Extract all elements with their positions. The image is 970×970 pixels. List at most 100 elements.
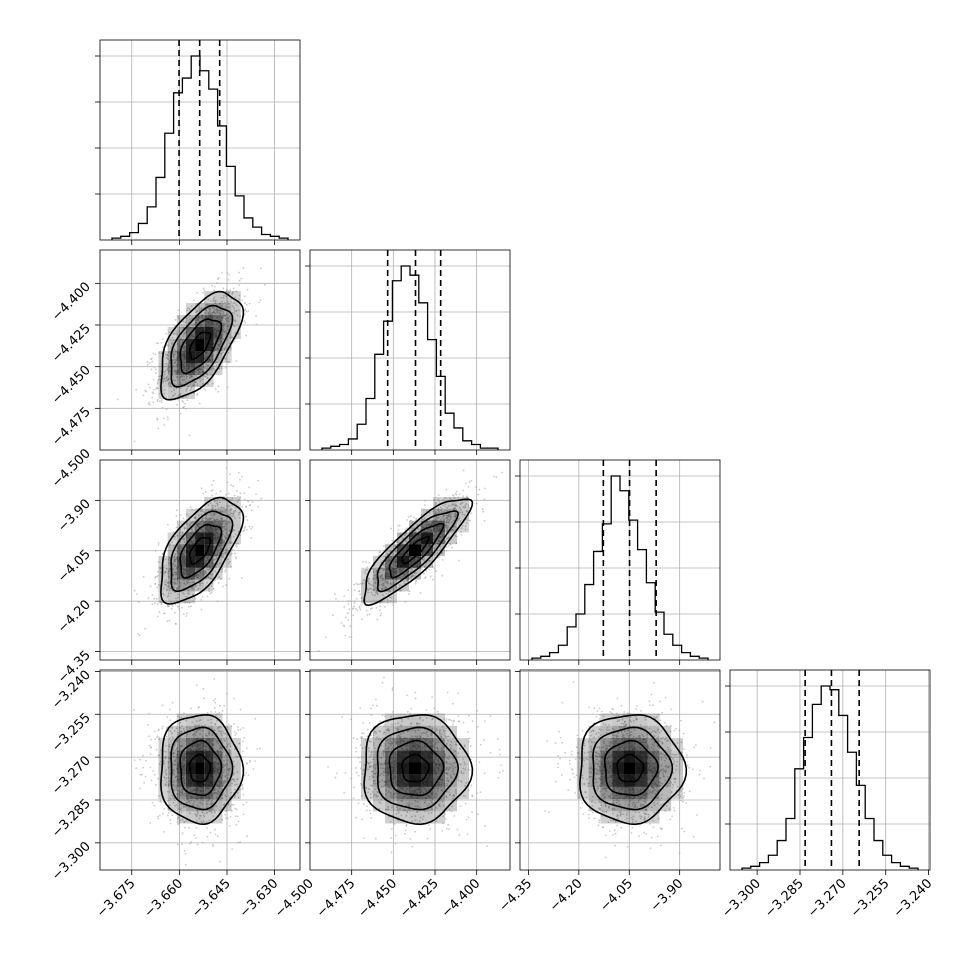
sample-point <box>225 504 228 507</box>
sample-point <box>363 579 365 581</box>
sample-point <box>238 294 241 297</box>
sample-point <box>220 271 223 274</box>
sample-point <box>373 574 376 577</box>
sample-point <box>170 339 172 342</box>
sample-point <box>231 552 233 555</box>
sample-point <box>230 301 233 303</box>
sample-point <box>387 580 389 583</box>
sample-point <box>163 371 166 373</box>
sample-point <box>200 598 203 601</box>
sample-point <box>180 374 183 377</box>
sample-point <box>167 371 170 374</box>
sample-point <box>213 285 216 288</box>
sample-point <box>203 821 206 824</box>
scatter-panel-2-1 <box>305 459 511 665</box>
sample-point <box>209 573 212 576</box>
sample-point <box>196 392 199 395</box>
sample-point <box>389 550 392 553</box>
sample-point <box>223 737 225 740</box>
sample-point <box>139 787 141 790</box>
sample-point <box>441 507 443 509</box>
sample-point <box>164 583 167 586</box>
sample-point <box>224 817 227 820</box>
contour-line-1 <box>179 523 223 579</box>
density-cell <box>176 387 186 399</box>
sample-point <box>361 618 363 621</box>
sample-point <box>380 612 383 615</box>
sample-point <box>411 522 414 524</box>
sample-point <box>478 488 481 491</box>
sample-point <box>413 571 416 574</box>
sample-point <box>166 726 169 729</box>
sample-point <box>233 309 236 312</box>
sample-point <box>439 506 442 509</box>
sample-point <box>243 527 246 530</box>
sample-point <box>203 812 206 815</box>
sample-point <box>226 506 229 509</box>
sample-point <box>206 595 209 598</box>
sample-point <box>162 417 165 420</box>
sample-point <box>225 537 228 540</box>
sample-point <box>447 545 450 548</box>
sample-point <box>177 715 179 718</box>
density-cell <box>186 520 196 533</box>
sample-point <box>381 587 383 590</box>
sample-point <box>194 734 197 736</box>
sample-point <box>201 378 204 380</box>
sample-point <box>448 520 451 523</box>
sample-point <box>467 506 470 509</box>
sample-point <box>220 366 223 368</box>
sample-point <box>188 318 191 321</box>
sample-point <box>189 581 192 584</box>
sample-point <box>468 519 471 522</box>
sample-point <box>232 515 235 517</box>
sample-point <box>184 407 187 410</box>
sample-point <box>167 605 170 608</box>
sample-point <box>446 528 449 531</box>
sample-point <box>415 518 417 520</box>
sample-point <box>137 601 140 604</box>
sample-point <box>445 546 447 549</box>
sample-point <box>204 490 207 493</box>
sample-point <box>452 507 455 510</box>
sample-point <box>374 582 377 584</box>
sample-point <box>189 727 191 729</box>
density-cell <box>195 315 205 327</box>
sample-point <box>182 335 185 337</box>
density-cell <box>195 508 205 521</box>
sample-point <box>167 358 169 361</box>
sample-point <box>233 510 235 513</box>
sample-point <box>221 305 224 307</box>
sample-point <box>174 583 177 585</box>
sample-point <box>186 596 189 598</box>
sample-point <box>199 584 202 587</box>
histogram-area <box>310 250 510 450</box>
sample-point <box>184 541 186 543</box>
sample-point <box>178 531 181 534</box>
density-cell <box>213 291 223 303</box>
sample-point <box>347 589 349 591</box>
sample-point <box>136 593 138 595</box>
sample-point <box>224 302 226 304</box>
sample-point <box>173 387 175 389</box>
sample-point <box>389 582 392 585</box>
sample-point <box>223 294 225 297</box>
sample-point <box>222 351 225 354</box>
sample-point <box>176 333 178 336</box>
sample-point <box>228 577 231 580</box>
sample-point <box>165 332 168 335</box>
sample-point <box>455 504 457 506</box>
sample-point <box>237 820 240 823</box>
sample-point <box>215 518 218 521</box>
sample-point <box>405 532 407 535</box>
sample-point <box>211 489 214 491</box>
sample-point <box>163 777 166 779</box>
sample-point <box>221 302 224 305</box>
sample-point <box>209 518 212 521</box>
sample-point <box>233 325 236 328</box>
sample-point <box>425 570 428 572</box>
sample-point <box>211 514 213 517</box>
sample-point <box>195 584 197 587</box>
density-cell <box>204 544 214 556</box>
sample-point <box>454 535 457 537</box>
